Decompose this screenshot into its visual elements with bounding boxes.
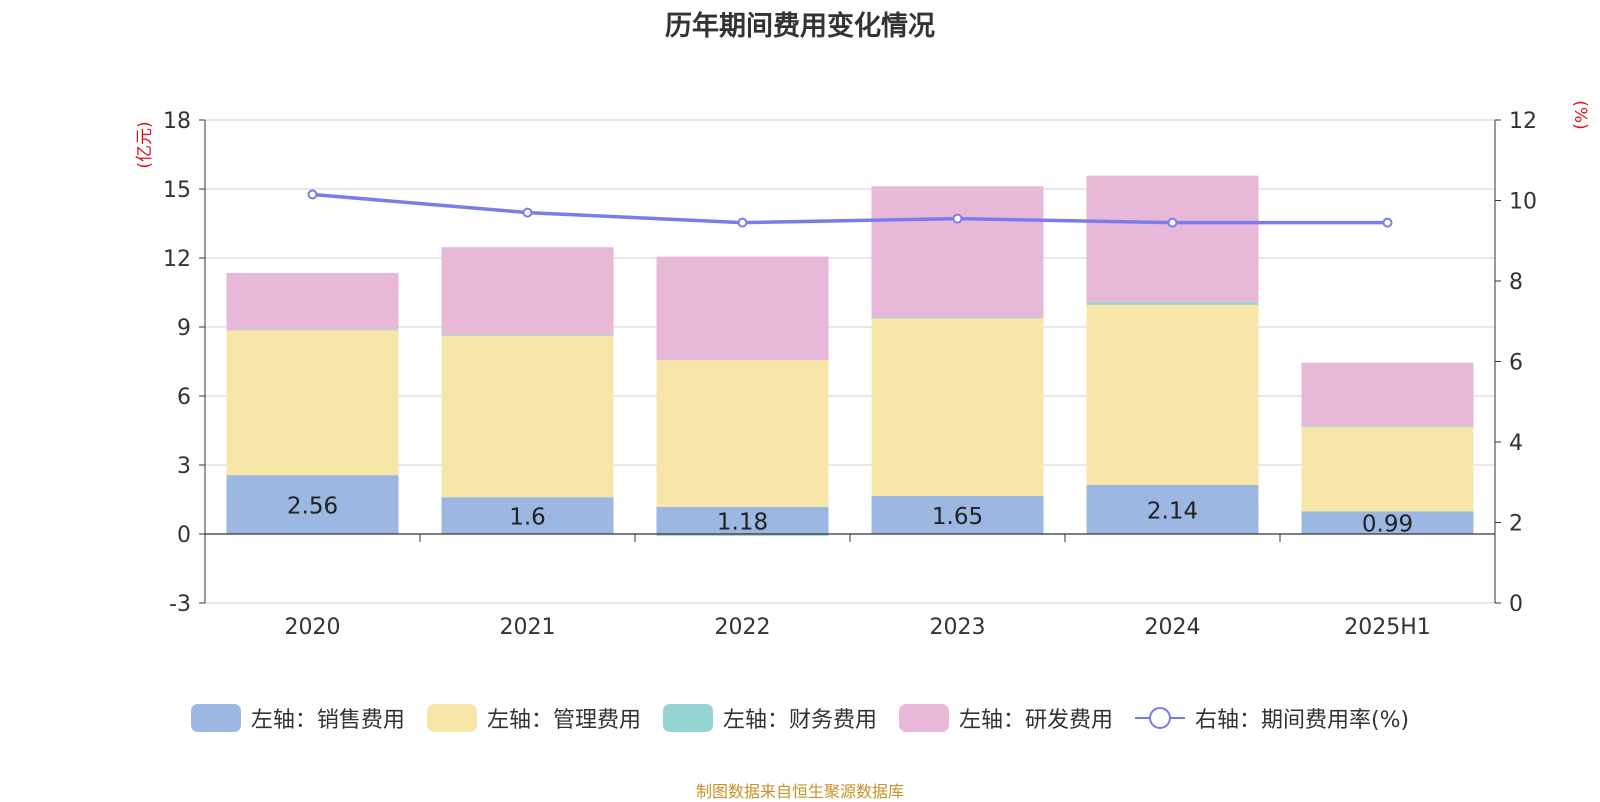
rate-line [312,192,1388,225]
y-right-tick-label: 4 [1509,431,1523,456]
bar-rnd [656,256,829,361]
bar-sales [871,496,1044,534]
bar-rnd [871,186,1044,318]
y-left-tick-label: 15 [163,178,191,203]
chart-title: 历年期间费用变化情况 [665,11,935,42]
bar-rnd [1301,362,1474,426]
legend-label-rate: 右轴：期间费用率(%) [1194,708,1410,733]
bar-finance [226,329,399,331]
legend-swatch-admin [426,704,477,732]
x-tick-label: 2020 [285,615,341,640]
rate-point [1167,217,1178,228]
bar-finance [656,534,829,536]
bar-rnd [1086,175,1259,303]
y-left-tick-label: 6 [177,385,191,410]
bar-finance [871,317,1044,319]
y-right-tick-label: 8 [1509,270,1523,295]
bar-sales [656,506,829,534]
bar-finance [441,334,614,336]
data-label: 2.14 [1147,498,1198,524]
y-left-tick-label: -3 [169,592,191,617]
legend-label-sales: 左轴：销售费用 [250,708,405,733]
data-label: 2.56 [287,494,338,520]
rate-point [307,189,318,200]
legend-item-sales[interactable]: 左轴：销售费用 [190,702,405,734]
y-right-tick-label: 0 [1509,592,1523,617]
x-tick-label: 2024 [1145,615,1201,640]
y-right-tick-label: 2 [1509,512,1523,537]
y-left-tick-label: 9 [177,316,191,341]
y-left-tick-label: 3 [177,454,191,479]
legend-item-rate[interactable]: 右轴：期间费用率(%) [1134,702,1410,734]
bar-sales [226,475,399,534]
data-label: 0.99 [1362,512,1413,538]
bar-admin [441,335,614,498]
legend-item-rnd[interactable]: 左轴：研发费用 [898,702,1113,734]
bar-sales [1086,484,1259,534]
rate-point [522,207,533,218]
y-left-tick-label: 12 [163,247,191,272]
rate-point [952,213,963,224]
bar-admin [226,329,399,476]
bar-rnd [226,272,399,330]
bar-sales [441,497,614,534]
y-left-axis-title: (亿元) [135,121,155,168]
x-tick-label: 2022 [715,615,771,640]
bar-admin [1086,304,1259,485]
legend-swatch-finance [662,704,713,732]
y-right-tick-label: 10 [1509,190,1537,215]
data-label: 1.18 [717,509,768,535]
source-note: 制图数据来自恒生聚源数据库 [695,782,904,801]
bar-admin [1301,426,1474,512]
legend-swatch-rate [1134,707,1185,729]
y-right-axis-title: (%) [1570,100,1590,129]
rate-point [1382,217,1393,228]
legend-swatch-rnd [898,704,949,732]
bar-finance [1301,425,1474,427]
legend-item-finance[interactable]: 左轴：财务费用 [662,702,877,734]
bar-sales [1301,511,1474,534]
bar-admin [871,317,1044,497]
data-label: 1.6 [509,505,546,531]
legend-label-finance: 左轴：财务费用 [722,708,877,733]
legend-label-admin: 左轴：管理费用 [486,708,641,733]
x-tick-label: 2023 [930,615,986,640]
rate-point [737,217,748,228]
bar-rnd [441,247,614,335]
legend-label-rnd: 左轴：研发费用 [958,708,1113,733]
bar-finance [1086,302,1259,305]
x-tick-label: 2025H1 [1344,615,1431,640]
x-tick-label: 2021 [500,615,556,640]
y-right-tick-label: 12 [1509,109,1537,134]
legend-item-admin[interactable]: 左轴：管理费用 [426,702,641,734]
legend-swatch-sales [190,704,241,732]
y-left-tick-label: 0 [177,523,191,548]
bar-admin [656,360,829,507]
y-right-tick-label: 6 [1509,351,1523,376]
data-label: 1.65 [932,504,983,530]
y-left-tick-label: 18 [163,109,191,134]
legend: 左轴：销售费用 左轴：管理费用 左轴：财务费用 左轴：研发费用 右轴：期间费用率… [0,702,1600,734]
